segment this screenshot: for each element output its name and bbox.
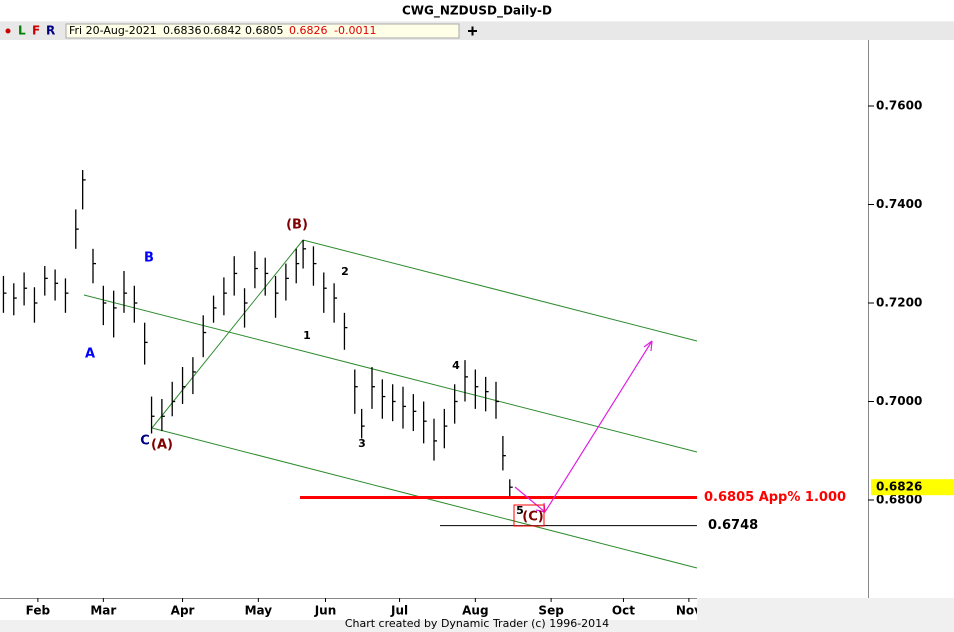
wave-label: 1 — [303, 329, 311, 342]
channel-line — [83, 294, 698, 453]
channel-line — [151, 239, 304, 429]
x-tick-label: Mar — [90, 604, 116, 618]
wave-label: 3 — [358, 437, 366, 450]
x-tick-label: Aug — [462, 604, 488, 618]
level-label: 0.6748 — [708, 518, 758, 533]
plot-area — [0, 40, 868, 598]
x-tick-label: Jul — [390, 604, 408, 618]
info-high: 0.6842 — [203, 24, 242, 37]
toolbar-button[interactable]: F — [32, 24, 40, 38]
wave-label: (B) — [286, 218, 308, 233]
info-close: 0.6826 — [289, 24, 328, 37]
wave-label: (C) — [522, 510, 543, 525]
wave-label: 4 — [452, 359, 460, 372]
toolbar-button[interactable]: L — [18, 24, 26, 38]
channel-line — [302, 239, 698, 342]
y-tick-label: 0.6800 — [876, 492, 922, 506]
x-tick-label: Sep — [538, 604, 564, 618]
last-price-label: 0.6826 — [876, 480, 922, 494]
date-axis — [0, 598, 697, 620]
last-price-box — [871, 479, 954, 496]
info-date: Fri 20-Aug-2021 — [69, 24, 157, 37]
wave-label: B — [144, 251, 154, 266]
info-low: 0.6805 — [245, 24, 284, 37]
y-tick-label: 0.7200 — [876, 295, 922, 309]
wave-label: 5 — [516, 504, 524, 517]
wave-label: 2 — [341, 265, 349, 278]
y-tick-label: 0.7400 — [876, 197, 922, 211]
info-box — [65, 23, 460, 39]
x-tick-label: Nov — [676, 604, 702, 618]
wave-label: C — [140, 434, 150, 449]
chart-title: CWG_NZDUSD_Daily-D — [402, 4, 552, 19]
target-box — [513, 504, 545, 527]
footer: Chart created by Dynamic Trader (c) 1996… — [345, 617, 609, 630]
info-open: 0.6836 — [163, 24, 202, 37]
y-tick-label: 0.7000 — [876, 394, 922, 408]
wave-label: A — [85, 347, 95, 362]
title-bar — [0, 0, 954, 21]
add-button[interactable] — [468, 26, 477, 36]
price-axis — [869, 40, 954, 598]
level-label: 0.6805 App% 1.000 — [704, 490, 846, 505]
toolbar-button[interactable]: R — [46, 24, 55, 38]
x-tick-label: Feb — [26, 604, 51, 618]
toolbar-dot[interactable] — [5, 28, 11, 34]
x-tick-label: Oct — [612, 604, 635, 618]
y-tick-label: 0.7600 — [876, 98, 922, 112]
info-change: -0.0011 — [334, 24, 376, 37]
x-tick-label: Jun — [314, 604, 337, 618]
x-tick-label: Apr — [171, 604, 195, 618]
x-tick-label: May — [245, 604, 273, 618]
wave-label: (A) — [151, 438, 173, 453]
